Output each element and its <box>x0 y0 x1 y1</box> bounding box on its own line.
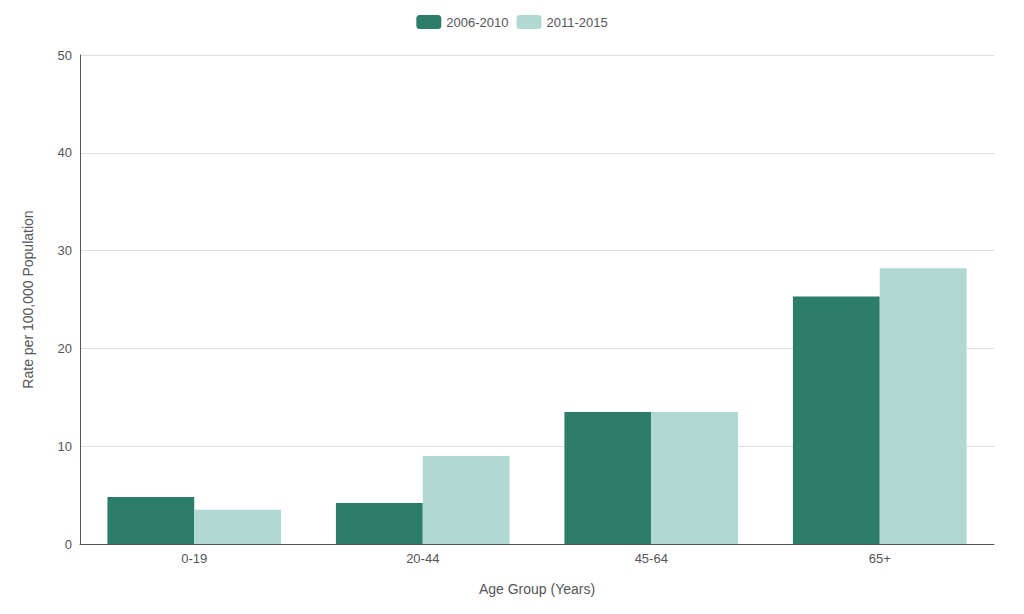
svg-text:0-19: 0-19 <box>181 551 207 566</box>
svg-text:50: 50 <box>58 48 72 63</box>
svg-text:20: 20 <box>58 341 72 356</box>
svg-text:10: 10 <box>58 439 72 454</box>
svg-text:20-44: 20-44 <box>406 551 439 566</box>
svg-text:0: 0 <box>65 537 72 552</box>
svg-text:Age Group (Years): Age Group (Years) <box>479 581 595 597</box>
svg-text:30: 30 <box>58 243 72 258</box>
svg-text:45-64: 45-64 <box>635 551 668 566</box>
svg-text:40: 40 <box>58 145 72 160</box>
svg-text:2006-2010: 2006-2010 <box>446 15 508 30</box>
svg-text:Rate per 100,000 Population: Rate per 100,000 Population <box>20 210 36 388</box>
svg-text:65+: 65+ <box>869 551 891 566</box>
svg-text:2011-2015: 2011-2015 <box>546 15 607 30</box>
